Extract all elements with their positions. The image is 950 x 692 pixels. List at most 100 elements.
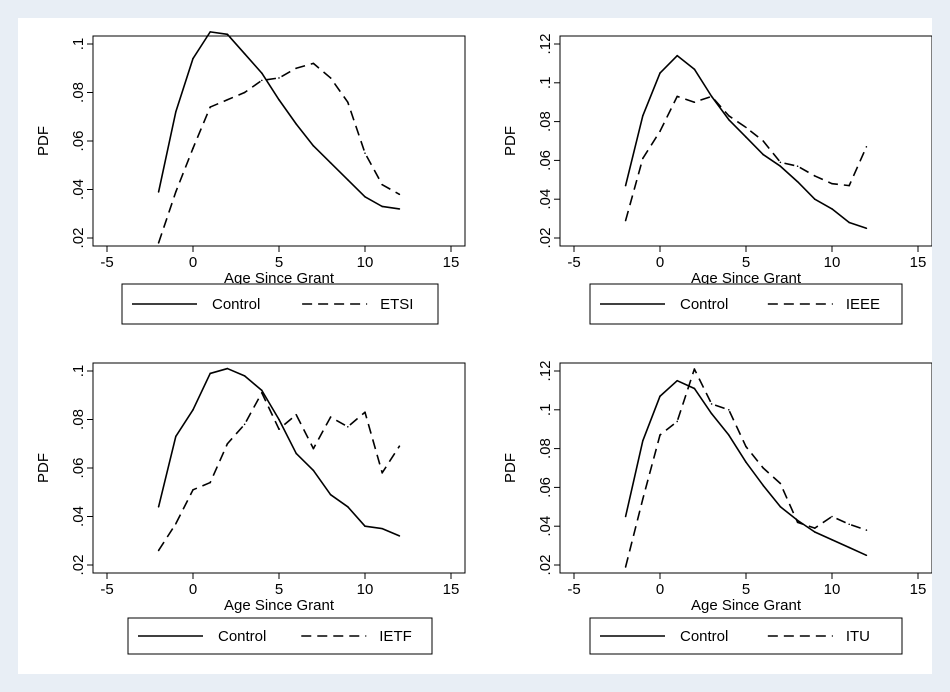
data-point-ietf [295, 413, 298, 416]
data-point-control [243, 375, 246, 377]
data-point-control [226, 367, 229, 370]
data-point-control [779, 165, 782, 168]
data-point-itu [642, 498, 644, 500]
y-axis-label: PDF [502, 453, 519, 483]
data-point-itu [865, 529, 868, 531]
y-tick-label: .06 [537, 477, 554, 498]
data-point-control [676, 379, 678, 382]
data-point-ieee [745, 126, 747, 129]
data-point-ieee [762, 140, 764, 142]
data-point-itu [814, 527, 816, 529]
data-point-ieee [642, 157, 644, 160]
data-point-ieee [865, 146, 868, 148]
data-point-control [642, 440, 644, 442]
data-point-control [175, 111, 177, 113]
data-point-ietf [398, 445, 401, 447]
data-point-control [278, 98, 280, 101]
data-point-control [329, 493, 332, 496]
data-point-etsi [312, 62, 315, 65]
y-tick-label: .1 [70, 38, 87, 51]
plot-frame [92, 35, 466, 247]
data-point-itu [676, 420, 678, 423]
data-point-ietf [209, 481, 211, 484]
legend-label: Control [680, 628, 728, 645]
data-point-etsi [209, 106, 211, 108]
data-point-control [624, 184, 627, 187]
data-point-etsi [243, 91, 246, 94]
x-axis-label: Age Since Grant [224, 270, 335, 287]
data-point-control [261, 72, 263, 74]
data-point-etsi [295, 67, 298, 70]
x-tick-label: 10 [824, 254, 841, 271]
data-point-control [693, 387, 696, 390]
data-point-control [157, 191, 160, 193]
data-point-ieee [796, 165, 799, 168]
data-point-ietf [381, 472, 384, 474]
y-tick-label: .02 [70, 555, 87, 576]
y-tick-label: .06 [70, 458, 87, 479]
y-tick-label: .04 [70, 179, 87, 200]
data-point-itu [779, 482, 782, 485]
data-point-etsi [157, 242, 160, 244]
x-tick-label: 10 [824, 581, 841, 598]
data-point-control [745, 461, 747, 463]
y-tick-label: .06 [70, 131, 87, 152]
chart-bottom-right: -5 0 5 10 15 .02 .04 .06 .08 .1 .12 Age Since Grant… [502, 361, 932, 655]
data-point-control [209, 372, 211, 375]
x-tick-label: 5 [275, 254, 283, 271]
legend-label: Control [680, 296, 728, 313]
chart-grid: -5 0 5 10 15 .02 .04 .06 .08 .1 Age Since Grant PDF… [35, 31, 932, 655]
data-point-control [642, 114, 644, 117]
data-point-control [175, 435, 177, 438]
data-point-control [831, 538, 833, 541]
data-point-itu [659, 434, 661, 436]
data-point-itu [831, 515, 833, 518]
data-point-control [848, 546, 850, 549]
legend-label: IETF [379, 628, 412, 645]
data-point-itu [762, 467, 764, 469]
data-point-control [398, 208, 401, 210]
x-tick-label: 5 [742, 254, 750, 271]
x-tick-label: 15 [910, 254, 927, 271]
data-point-ieee [848, 184, 850, 187]
data-point-control [814, 531, 816, 533]
data-point-control [364, 525, 366, 527]
data-point-ietf [157, 549, 160, 552]
x-tick-label: -5 [567, 254, 580, 271]
data-point-control [295, 123, 298, 125]
legend: Control IETF [127, 617, 433, 655]
y-tick-label: .02 [537, 228, 554, 249]
x-axis-label: Age Since Grant [224, 597, 335, 614]
legend-label: ITU [846, 628, 870, 645]
x-tick-label: 10 [357, 581, 374, 598]
data-point-etsi [329, 77, 332, 79]
data-point-control [295, 452, 298, 455]
data-point-etsi [261, 79, 263, 82]
data-point-itu [796, 521, 799, 524]
data-point-ietf [278, 428, 280, 431]
data-point-ietf [226, 442, 229, 445]
data-point-control [728, 434, 730, 436]
data-point-ietf [329, 416, 332, 418]
y-axis-label: PDF [35, 453, 52, 483]
data-point-etsi [381, 183, 384, 186]
data-point-control [745, 136, 747, 138]
x-tick-label: 0 [189, 581, 197, 598]
y-tick-label: .08 [70, 82, 87, 103]
chart-top-left: -5 0 5 10 15 .02 .04 .06 .08 .1 Age Since Grant PDF… [35, 31, 466, 325]
x-tick-label: 0 [189, 254, 197, 271]
y-tick-label: .06 [537, 150, 554, 171]
data-point-control [312, 145, 315, 147]
data-point-control [865, 554, 868, 557]
data-point-etsi [278, 77, 280, 79]
data-point-etsi [175, 191, 177, 193]
legend-label: ETSI [380, 296, 413, 313]
legend: Control IEEE [589, 283, 903, 325]
y-tick-label: .02 [70, 228, 87, 249]
x-tick-label: -5 [567, 581, 580, 598]
y-axis-label: PDF [502, 126, 519, 156]
data-point-control [659, 395, 661, 398]
figure-panel: -5 0 5 10 15 .02 .04 .06 .08 .1 Age Since Grant PDF… [18, 18, 932, 674]
data-point-ieee [814, 175, 816, 177]
legend: Control ETSI [121, 283, 439, 325]
